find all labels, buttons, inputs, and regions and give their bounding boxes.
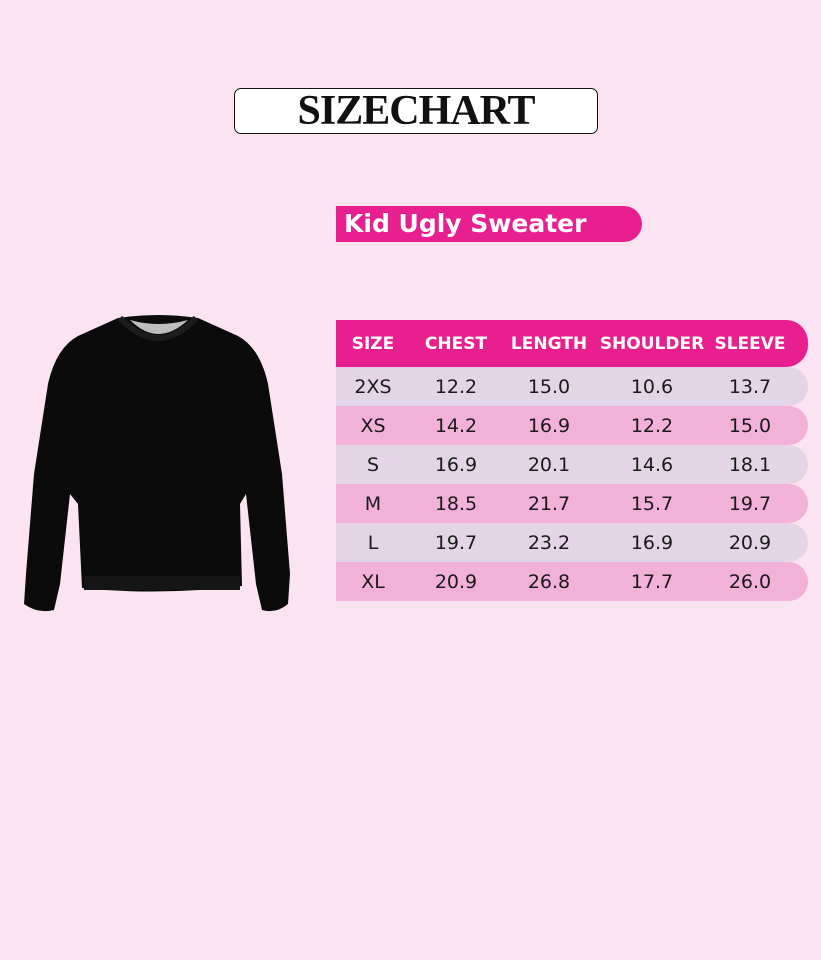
table-cell: 14.6 bbox=[630, 453, 674, 476]
table-cell: 18.5 bbox=[434, 492, 478, 515]
table-cell: 15.0 bbox=[728, 414, 772, 437]
table-cell: 26.0 bbox=[728, 570, 772, 593]
table-cell: 20.9 bbox=[728, 531, 772, 554]
table-cell: 15.7 bbox=[630, 492, 674, 515]
table-cell: 21.7 bbox=[527, 492, 571, 515]
table-cell: 19.7 bbox=[434, 531, 478, 554]
table-cell: 20.1 bbox=[527, 453, 571, 476]
table-cell: L bbox=[367, 531, 379, 554]
table-row: XS 14.2 16.9 12.2 15.0 bbox=[336, 406, 808, 445]
header-size: SIZE bbox=[351, 333, 395, 354]
header-chest: CHEST bbox=[424, 333, 488, 354]
sweater-image bbox=[24, 315, 290, 612]
header-length: LENGTH bbox=[510, 333, 588, 354]
table-cell: 20.9 bbox=[434, 570, 478, 593]
table-cell: 12.2 bbox=[434, 375, 478, 398]
table-cell: S bbox=[366, 453, 380, 476]
table-cell: 17.7 bbox=[630, 570, 674, 593]
table-cell: 12.2 bbox=[630, 414, 674, 437]
table-cell: 13.7 bbox=[728, 375, 772, 398]
table-row: XL 20.9 26.8 17.7 26.0 bbox=[336, 562, 808, 601]
table-row: 2XS 12.2 15.0 10.6 13.7 bbox=[336, 367, 808, 406]
table-cell: 16.9 bbox=[434, 453, 478, 476]
product-subtitle: Kid Ugly Sweater bbox=[336, 206, 642, 242]
table-cell: 26.8 bbox=[527, 570, 571, 593]
table-cell: 2XS bbox=[354, 375, 392, 398]
size-table: SIZE CHEST LENGTH SHOULDER SLEEVE 2XS 12.… bbox=[336, 320, 808, 601]
table-cell: 16.9 bbox=[630, 531, 674, 554]
page-title: SIZECHART bbox=[297, 88, 536, 134]
table-cell: 14.2 bbox=[434, 414, 478, 437]
table-cell: 16.9 bbox=[527, 414, 571, 437]
table-cell: M bbox=[364, 492, 382, 515]
table-cell: 10.6 bbox=[630, 375, 674, 398]
table-cell: 23.2 bbox=[527, 531, 571, 554]
table-row: M 18.5 21.7 15.7 19.7 bbox=[336, 484, 808, 523]
table-cell: 18.1 bbox=[728, 453, 772, 476]
table-row: L 19.7 23.2 16.9 20.9 bbox=[336, 523, 808, 562]
table-cell: 19.7 bbox=[728, 492, 772, 515]
table-cell: XL bbox=[361, 570, 385, 593]
header-sleeve: SLEEVE bbox=[714, 333, 786, 354]
title-box: SIZECHART bbox=[234, 88, 598, 134]
header-shoulder: SHOULDER bbox=[599, 333, 705, 354]
table-cell: 15.0 bbox=[527, 375, 571, 398]
table-row: S 16.9 20.1 14.6 18.1 bbox=[336, 445, 808, 484]
table-cell: XS bbox=[360, 414, 386, 437]
table-header: SIZE CHEST LENGTH SHOULDER SLEEVE bbox=[336, 320, 808, 367]
